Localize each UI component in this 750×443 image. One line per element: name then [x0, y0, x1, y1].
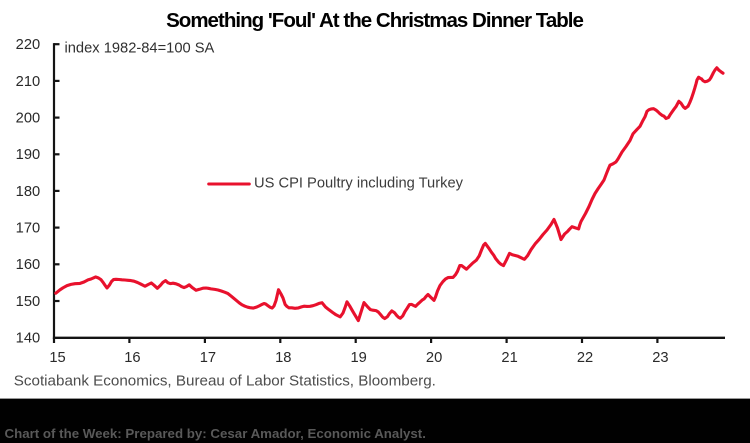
svg-text:220: 220	[16, 37, 41, 53]
svg-text:23: 23	[652, 350, 668, 366]
svg-text:18: 18	[275, 350, 291, 366]
svg-text:170: 170	[16, 221, 41, 237]
svg-text:Chart of the Week: Prepared by: Chart of the Week: Prepared by: Cesar Am…	[5, 426, 426, 441]
svg-text:210: 210	[16, 74, 41, 90]
svg-text:200: 200	[16, 111, 41, 127]
svg-text:140: 140	[16, 331, 41, 347]
svg-text:150: 150	[16, 294, 41, 310]
svg-text:Scotiabank Economics, Bureau o: Scotiabank Economics, Bureau of Labor St…	[14, 373, 436, 390]
svg-text:index 1982-84=100 SA: index 1982-84=100 SA	[65, 41, 215, 57]
svg-text:16: 16	[124, 350, 140, 366]
svg-text:17: 17	[200, 350, 216, 366]
svg-text:160: 160	[16, 257, 41, 273]
svg-text:Something 'Foul' At the Christ: Something 'Foul' At the Christmas Dinner…	[166, 9, 583, 32]
svg-text:21: 21	[501, 350, 517, 366]
svg-text:180: 180	[16, 184, 41, 200]
svg-text:190: 190	[16, 147, 41, 163]
svg-text:US CPI Poultry including Turke: US CPI Poultry including Turkey	[254, 175, 464, 191]
svg-text:15: 15	[49, 350, 65, 366]
svg-text:20: 20	[426, 350, 442, 366]
svg-text:22: 22	[577, 350, 593, 366]
svg-text:19: 19	[351, 350, 367, 366]
